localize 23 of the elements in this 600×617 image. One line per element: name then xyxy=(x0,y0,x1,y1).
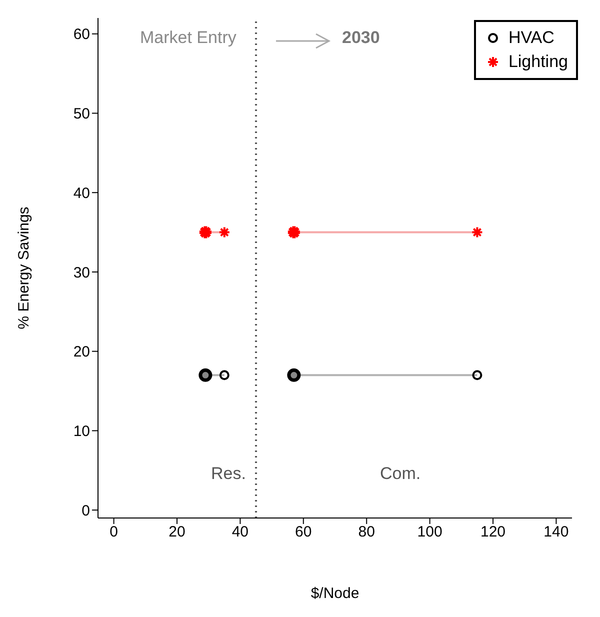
legend-label: HVAC xyxy=(508,27,554,49)
legend-label: Lighting xyxy=(508,51,568,73)
x-tick-label: 100 xyxy=(417,524,442,541)
y-tick-label: 30 xyxy=(73,264,90,282)
y-tick-label: 10 xyxy=(73,423,90,440)
x-tick-label: 80 xyxy=(358,524,375,541)
annotation: 2030 xyxy=(342,28,380,48)
y-tick-label: 50 xyxy=(73,106,90,123)
x-axis-title: $/Node xyxy=(310,585,360,602)
x-tick-label: 40 xyxy=(232,524,249,541)
annotation: Market Entry xyxy=(140,28,236,48)
y-tick-label: 40 xyxy=(73,184,90,202)
annotation: Com. xyxy=(380,464,421,484)
annotation: Res. xyxy=(211,464,246,484)
y-tick-label: 0 xyxy=(82,502,90,520)
x-tick-label: 60 xyxy=(295,524,312,541)
x-tick-label: 120 xyxy=(480,524,506,541)
y-tick-label: 20 xyxy=(73,344,90,361)
x-tick-label: 140 xyxy=(544,524,569,541)
x-tick-label: 20 xyxy=(168,524,186,541)
x-tick-label: 0 xyxy=(110,524,118,541)
y-axis-title: % Energy Savings xyxy=(15,206,32,330)
y-tick-label: 60 xyxy=(73,26,90,44)
